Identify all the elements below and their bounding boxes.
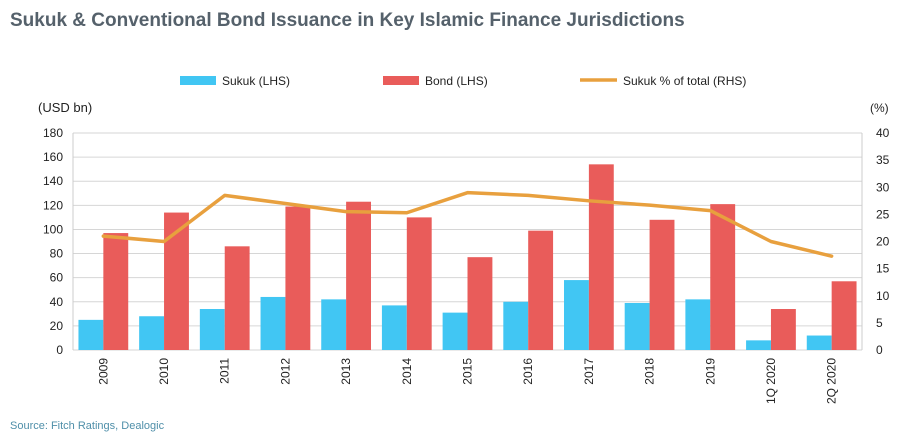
y-left-tick-label: 0 [56, 343, 63, 357]
legend-swatch-sukuk [180, 76, 216, 85]
x-tick-label: 2009 [96, 358, 110, 385]
y-left-tick-label: 60 [50, 271, 64, 285]
x-tick-label: 2015 [461, 358, 475, 385]
y-right-tick-label: 5 [876, 316, 883, 330]
y-right-tick-label: 25 [876, 207, 890, 221]
bond-bar [406, 217, 432, 350]
sukuk-bar [199, 309, 225, 350]
y-left-tick-label: 160 [43, 150, 63, 164]
legend-swatch-bond [383, 76, 419, 85]
x-tick-label: 2017 [582, 358, 596, 385]
sukuk-bar [746, 340, 771, 350]
x-tick-label: 2012 [278, 358, 292, 385]
y-right-axis-label: (%) [870, 101, 889, 115]
chart-title: Sukuk & Conventional Bond Issuance in Ke… [10, 10, 685, 31]
bond-bar [588, 164, 614, 350]
x-tick-label: 1Q 2020 [764, 358, 778, 404]
y-right-tick-label: 15 [876, 262, 890, 276]
x-tick-label: 2010 [157, 358, 171, 385]
y-right-tick-label: 35 [876, 153, 890, 167]
y-left-tick-label: 40 [50, 295, 64, 309]
bond-bar [710, 204, 736, 350]
x-tick-label: 2019 [703, 358, 717, 385]
legend-label-sukuk: Sukuk (LHS) [222, 74, 290, 88]
sukuk-bar [381, 305, 407, 350]
bond-bar [649, 219, 675, 350]
y-left-tick-label: 120 [43, 198, 63, 212]
sukuk-bar [139, 316, 165, 350]
legend-label-bond: Bond (LHS) [425, 74, 488, 88]
legend-label-share: Sukuk % of total (RHS) [623, 74, 746, 88]
source-note: Source: Fitch Ratings, Dealogic [10, 420, 165, 432]
y-right-tick-label: 0 [876, 343, 883, 357]
sukuk-bar [78, 319, 104, 350]
bond-bar [164, 212, 189, 350]
bond-bar [831, 281, 857, 350]
bond-bar [224, 246, 250, 350]
bond-bar [103, 233, 129, 350]
sukuk-bar [442, 312, 468, 350]
y-left-tick-label: 20 [50, 319, 64, 333]
sukuk-bar [321, 299, 347, 350]
y-right-tick-label: 40 [876, 126, 890, 140]
sukuk-bar [564, 280, 589, 350]
x-tick-label: 2014 [400, 358, 414, 385]
bond-bar [285, 206, 311, 350]
y-right-tick-label: 20 [876, 235, 890, 249]
sukuk-bar [503, 301, 529, 350]
y-left-axis-label: (USD bn) [38, 100, 92, 115]
x-tick-label: 2016 [521, 358, 535, 385]
x-tick-label: 2Q 2020 [825, 358, 839, 404]
y-left-tick-label: 140 [43, 174, 63, 188]
bond-bar [467, 257, 493, 350]
bond-bar [528, 230, 554, 350]
sukuk-bar [685, 299, 711, 350]
y-right-tick-label: 10 [876, 289, 890, 303]
y-left-tick-label: 100 [43, 222, 63, 236]
y-right-tick-label: 30 [876, 180, 890, 194]
y-left-tick-label: 180 [43, 126, 63, 140]
sukuk-bar [260, 296, 286, 350]
y-left-tick-label: 80 [50, 247, 64, 261]
sukuk-bar [806, 335, 832, 350]
x-tick-label: 2018 [643, 358, 657, 385]
bond-bar [770, 309, 796, 350]
bond-bar [346, 201, 371, 350]
x-tick-label: 2011 [218, 358, 232, 384]
x-tick-label: 2013 [339, 358, 353, 385]
sukuk-bar [624, 302, 650, 350]
